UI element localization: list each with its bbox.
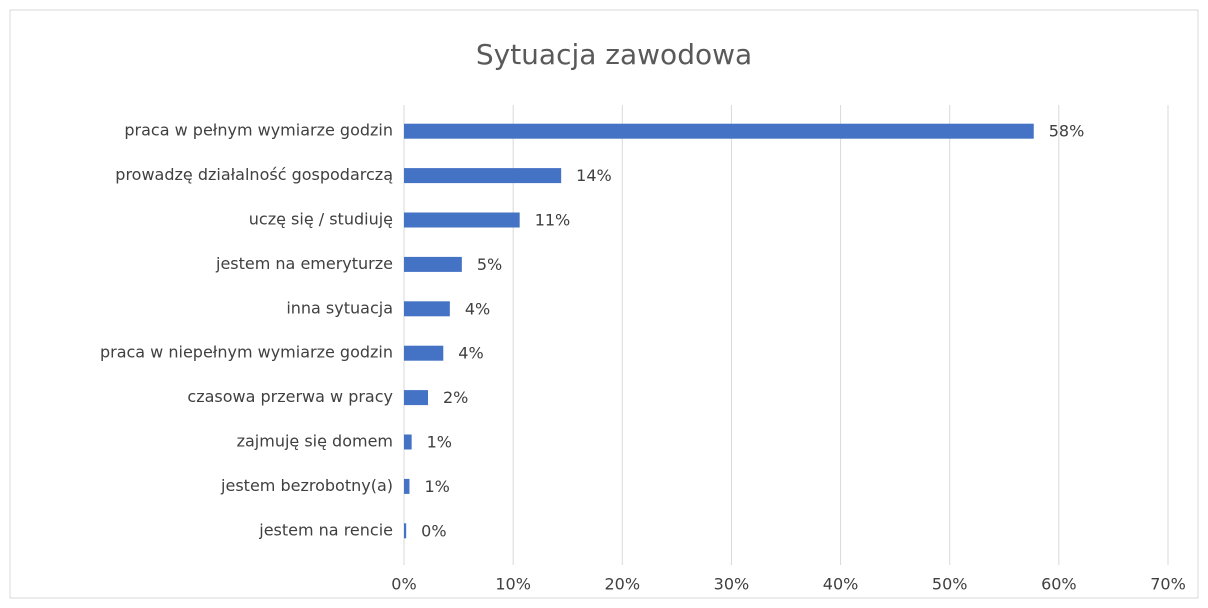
x-tick-label: 70% xyxy=(1150,575,1186,594)
value-label: 2% xyxy=(443,388,468,407)
value-label: 1% xyxy=(427,433,452,452)
x-tick-label: 60% xyxy=(1041,575,1077,594)
bar xyxy=(404,301,450,317)
bar xyxy=(404,345,444,361)
x-tick-label: 20% xyxy=(605,575,641,594)
y-tick-label: inna sytuacja xyxy=(286,298,393,317)
y-tick-label: jestem bezrobotny(a) xyxy=(220,476,393,495)
y-tick-label: czasowa przerwa w pracy xyxy=(187,387,393,406)
bar xyxy=(404,212,520,228)
value-label: 4% xyxy=(465,299,490,318)
y-tick-label: prowadzę działalność gospodarczą xyxy=(115,165,393,184)
chart-title: Sytuacja zawodowa xyxy=(476,38,752,71)
bar xyxy=(404,123,1034,139)
bar xyxy=(404,478,410,494)
x-tick-label: 40% xyxy=(823,575,859,594)
x-tick-label: 0% xyxy=(391,575,416,594)
x-tick-label: 10% xyxy=(495,575,531,594)
bar xyxy=(404,168,562,184)
y-tick-label: jestem na rencie xyxy=(258,520,393,539)
bar xyxy=(404,390,429,406)
value-label: 4% xyxy=(458,344,483,363)
y-tick-label: praca w niepełnym wymiarze godzin xyxy=(100,343,393,362)
chart-border xyxy=(9,9,1199,599)
value-label: 1% xyxy=(424,477,449,496)
bar xyxy=(404,523,407,539)
y-tick-label: uczę się / studiuję xyxy=(249,210,393,229)
x-tick-label: 30% xyxy=(714,575,750,594)
value-label: 58% xyxy=(1049,122,1085,141)
value-label: 14% xyxy=(576,166,612,185)
x-tick-label: 50% xyxy=(932,575,968,594)
value-label: 0% xyxy=(421,521,446,540)
value-label: 5% xyxy=(477,255,502,274)
bar xyxy=(404,256,462,272)
y-tick-label: praca w pełnym wymiarze godzin xyxy=(124,121,393,140)
bar xyxy=(404,434,412,450)
value-label: 11% xyxy=(535,211,571,230)
y-tick-label: zajmuję się domem xyxy=(237,432,393,451)
y-tick-label: jestem na emeryturze xyxy=(215,254,393,273)
